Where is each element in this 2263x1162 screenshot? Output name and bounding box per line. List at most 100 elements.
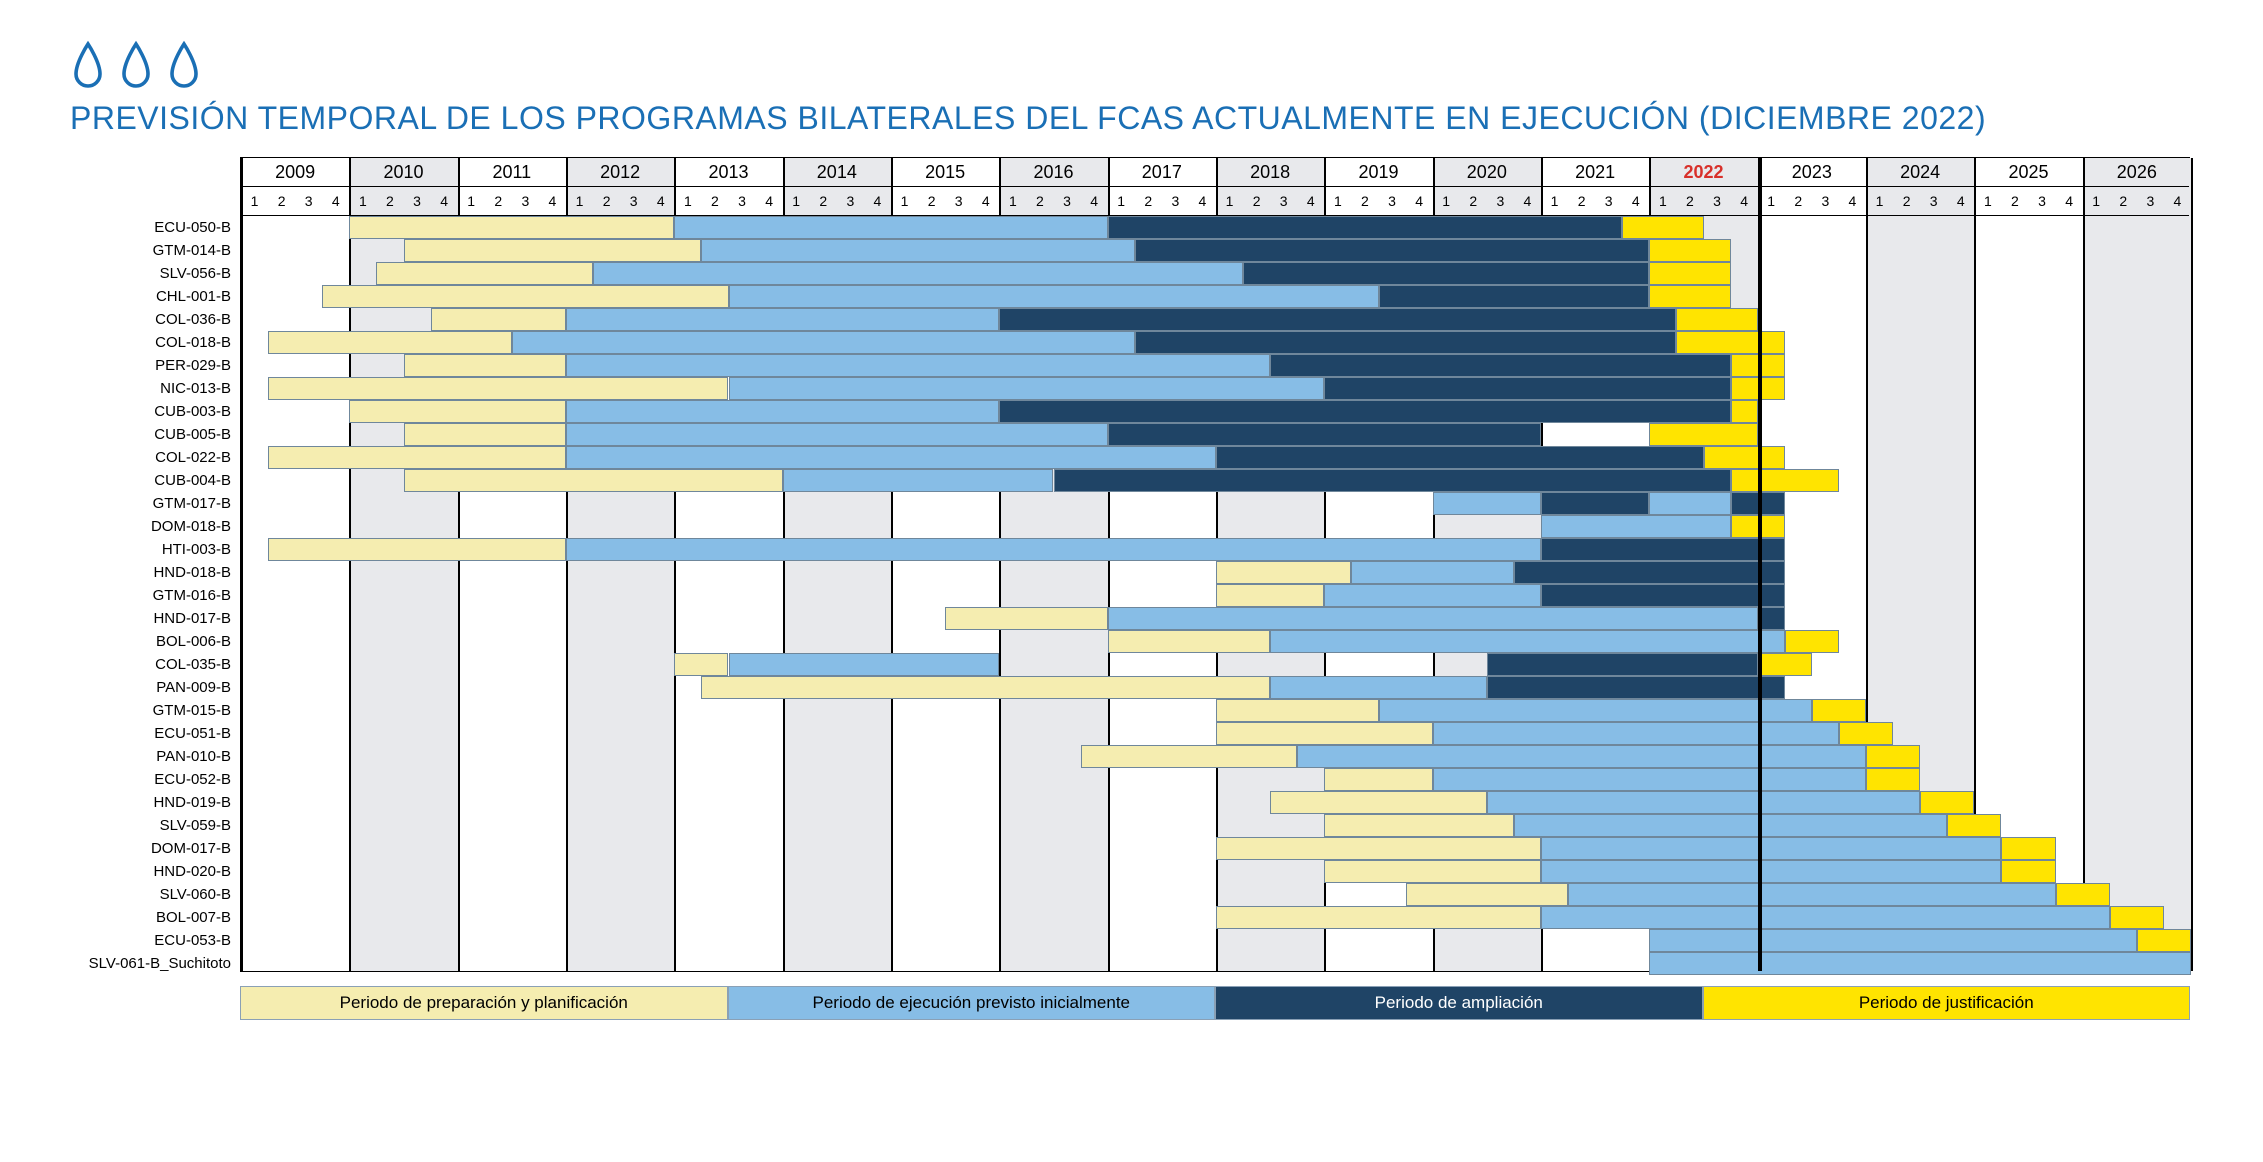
gantt-row: HND-020-B [241, 860, 2189, 883]
header-quarter-label: 1 [783, 187, 810, 215]
legend-item-exec: Periodo de ejecución previsto inicialmen… [728, 986, 1216, 1020]
header-year-label: 2025 [1974, 158, 2082, 186]
gantt-segment-prep [674, 653, 728, 676]
program-label: GTM-015-B [153, 699, 231, 722]
gantt-row: GTM-016-B [241, 584, 2189, 607]
gantt-segment-just [2001, 860, 2055, 883]
gantt-segment-just [1676, 331, 1784, 354]
header-quarter-label: 1 [1433, 187, 1460, 215]
header-quarter-label: 3 [1162, 187, 1189, 215]
header-quarter-label: 2 [376, 187, 403, 215]
gantt-segment-ext [1487, 676, 1785, 699]
header-quarters: 1234123412341234123412341234123412341234… [241, 187, 2189, 216]
header-year-label: 2021 [1541, 158, 1649, 186]
gantt-row: CHL-001-B [241, 285, 2189, 308]
gantt-segment-just [1731, 400, 1758, 423]
gantt-segment-ext [1758, 607, 1785, 630]
gantt-row: CUB-003-B [241, 400, 2189, 423]
header-quarter-label: 3 [729, 187, 756, 215]
header-quarter-label: 1 [1866, 187, 1893, 215]
header-year-label: 2024 [1866, 158, 1974, 186]
gantt-segment-just [1866, 745, 1920, 768]
header-quarter-label: 1 [349, 187, 376, 215]
gantt-segment-ext [1541, 492, 1649, 515]
header-quarter-label: 1 [674, 187, 701, 215]
gantt-segment-just [1622, 216, 1703, 239]
gantt-segment-just [1758, 653, 1812, 676]
gantt-row: SLV-061-B_Suchitoto [241, 952, 2189, 975]
program-label: BOL-007-B [156, 906, 231, 929]
header-year-label: 2013 [674, 158, 782, 186]
program-label: ECU-052-B [154, 768, 231, 791]
gantt-segment-prep [404, 469, 783, 492]
gantt-segment-just [1649, 262, 1730, 285]
gantt-segment-prep [1216, 584, 1324, 607]
gantt-row: HND-018-B [241, 561, 2189, 584]
program-label: GTM-017-B [153, 492, 231, 515]
gantt-row: ECU-050-B [241, 216, 2189, 239]
header-quarter-label: 1 [1758, 187, 1785, 215]
header-quarter-label: 2 [485, 187, 512, 215]
header-quarter-label: 3 [1920, 187, 1947, 215]
gantt-segment-prep [1406, 883, 1569, 906]
gantt-segment-ext [1135, 331, 1677, 354]
gantt-segment-just [1704, 446, 1785, 469]
header-quarter-label: 1 [1649, 187, 1676, 215]
gantt-row: SLV-056-B [241, 262, 2189, 285]
gantt-row: HND-019-B [241, 791, 2189, 814]
gantt-rows: ECU-050-BGTM-014-BSLV-056-BCHL-001-BCOL-… [241, 216, 2189, 975]
header-quarter-label: 3 [2137, 187, 2164, 215]
header-quarter-label: 2 [1243, 187, 1270, 215]
header-year-label: 2019 [1324, 158, 1432, 186]
gantt-segment-prep [1324, 860, 1541, 883]
header-year-label: 2010 [349, 158, 457, 186]
gantt-row: ECU-051-B [241, 722, 2189, 745]
gantt-segment-exec [1108, 607, 1758, 630]
header-quarter-label: 2 [593, 187, 620, 215]
header-year-label: 2023 [1758, 158, 1866, 186]
gantt-segment-ext [1541, 538, 1785, 561]
header-quarter-label: 4 [1406, 187, 1433, 215]
header-quarter-label: 1 [999, 187, 1026, 215]
header-quarter-label: 4 [1839, 187, 1866, 215]
legend-item-just: Periodo de justificación [1703, 986, 2191, 1020]
gantt-segment-prep [1216, 699, 1379, 722]
header-quarter-label: 3 [404, 187, 431, 215]
program-label: CUB-005-B [154, 423, 231, 446]
program-label: BOL-006-B [156, 630, 231, 653]
gantt-segment-prep [1081, 745, 1298, 768]
program-label: COL-036-B [155, 308, 231, 331]
gantt-chart: 2009201020112012201320142015201620172018… [240, 157, 2190, 972]
gantt-segment-prep [1324, 768, 1432, 791]
gantt-row: ECU-052-B [241, 768, 2189, 791]
program-label: ECU-051-B [154, 722, 231, 745]
gantt-segment-exec [1433, 722, 1839, 745]
gantt-container: 2009201020112012201320142015201620172018… [240, 157, 2203, 1020]
gantt-row: BOL-007-B [241, 906, 2189, 929]
gantt-segment-just [2056, 883, 2110, 906]
header-quarter-label: 4 [2164, 187, 2191, 215]
header-quarter-label: 4 [322, 187, 349, 215]
header-quarter-label: 3 [295, 187, 322, 215]
program-label: HND-018-B [153, 561, 231, 584]
program-label: PAN-009-B [156, 676, 231, 699]
header-quarter-label: 4 [2056, 187, 2083, 215]
gantt-segment-ext [1108, 423, 1541, 446]
gantt-segment-just [1866, 768, 1920, 791]
gantt-segment-exec [701, 239, 1134, 262]
header-quarter-label: 2 [1568, 187, 1595, 215]
gantt-segment-exec [566, 423, 1108, 446]
gantt-segment-just [1676, 308, 1757, 331]
header-year-label: 2018 [1216, 158, 1324, 186]
gantt-segment-ext [1514, 561, 1785, 584]
gantt-segment-exec [1433, 768, 1866, 791]
program-label: COL-018-B [155, 331, 231, 354]
gantt-segment-ext [1054, 469, 1731, 492]
header-quarter-label: 3 [1704, 187, 1731, 215]
gantt-segment-exec [674, 216, 1107, 239]
gantt-segment-prep [404, 354, 567, 377]
program-label: DOM-017-B [151, 837, 231, 860]
gantt-row: HTI-003-B [241, 538, 2189, 561]
gantt-segment-just [2137, 929, 2191, 952]
header-quarter-label: 2 [2001, 187, 2028, 215]
